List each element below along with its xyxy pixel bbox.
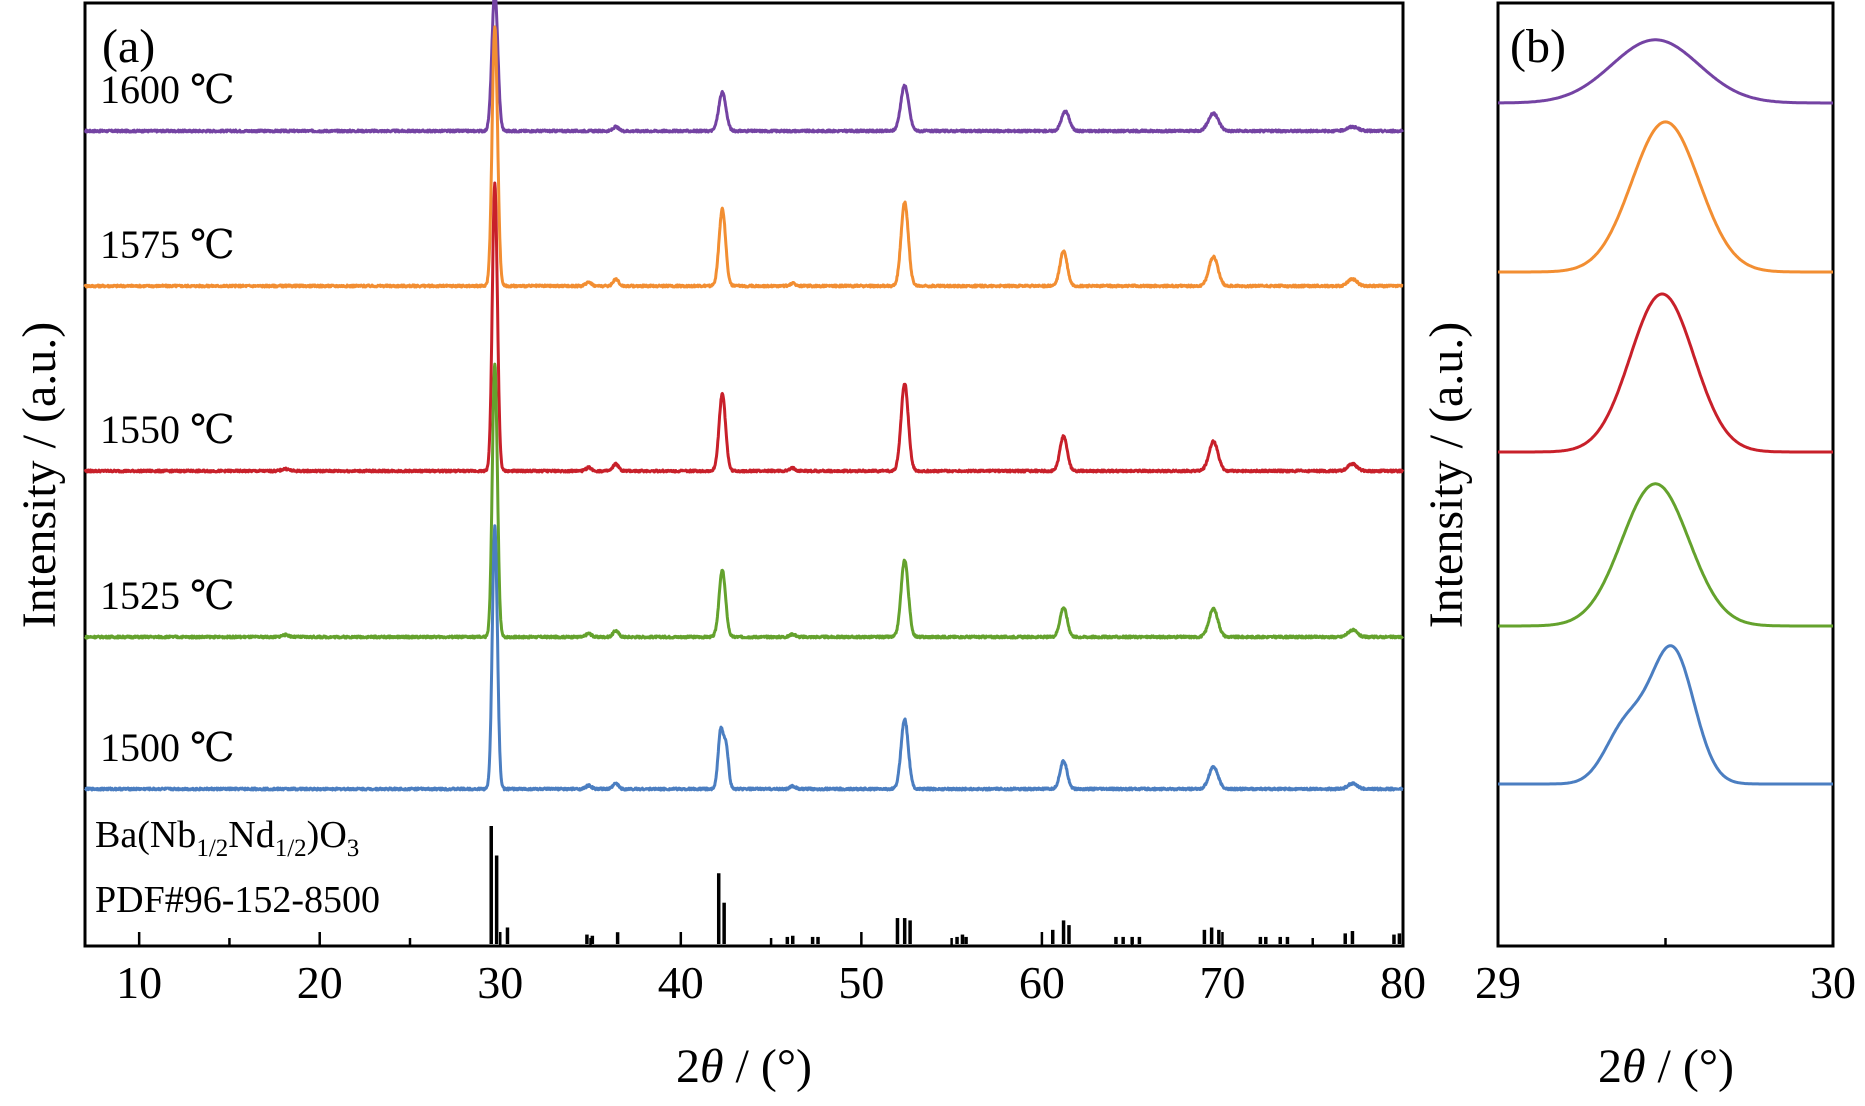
series-label-1525: 1525 ℃ xyxy=(100,573,235,618)
zoom-series-line-1525 xyxy=(1497,482,1834,628)
panel-b-x-axis-title: 2θ / (°) xyxy=(1598,1040,1734,1093)
x-tick-label-29: 29 xyxy=(1475,957,1521,1008)
series-label-1575: 1575 ℃ xyxy=(100,222,235,267)
panel-b-label: (b) xyxy=(1510,20,1566,73)
series-line-1500 xyxy=(83,524,1404,792)
panel-b: 29 30 (b) Intensity / (a.u.) 2θ / (°) xyxy=(1420,1,1856,1093)
series-line-1525 xyxy=(84,362,1405,640)
zoom-series-line-1550 xyxy=(1497,292,1834,454)
x-tick-label-60: 60 xyxy=(1019,957,1065,1008)
x-tick-label-80: 80 xyxy=(1380,957,1426,1008)
x-tick-label-10: 10 xyxy=(116,957,162,1008)
panel-b-y-axis-title: Intensity / (a.u.) xyxy=(1420,322,1473,629)
series-label-1500: 1500 ℃ xyxy=(100,725,235,770)
x-tick-label-30: 30 xyxy=(477,957,523,1008)
x-tick-label-70: 70 xyxy=(1199,957,1245,1008)
panel-b-x-ticks: 29 30 xyxy=(1475,932,1856,1008)
panel-a-curves xyxy=(83,0,1405,792)
panel-a-y-axis-title: Intensity / (a.u.) xyxy=(13,322,66,629)
series-line-1550 xyxy=(83,181,1405,474)
panel-b-frame xyxy=(1496,1,1835,948)
x-tick-label-40: 40 xyxy=(658,957,704,1008)
panel-a-series-labels: 1600 ℃ 1575 ℃ 1550 ℃ 1525 ℃ 1500 ℃ xyxy=(100,67,235,770)
x-tick-label-30: 30 xyxy=(1810,957,1856,1008)
zoom-series-line-1500 xyxy=(1497,644,1834,786)
series-label-1550: 1550 ℃ xyxy=(100,407,235,452)
reference-pattern xyxy=(489,826,1402,944)
zoom-series-line-1575 xyxy=(1497,120,1834,274)
panel-a-x-axis-title: 2θ / (°) xyxy=(676,1040,812,1093)
x-tick-label-50: 50 xyxy=(838,957,884,1008)
x-tick-label-20: 20 xyxy=(297,957,343,1008)
series-line-1575 xyxy=(83,25,1404,289)
series-line-1600 xyxy=(84,0,1405,134)
reference-formula: Ba(Nb1/2Nd1/2)O3 xyxy=(95,814,359,862)
panel-a-label: (a) xyxy=(102,20,155,73)
series-label-1600: 1600 ℃ xyxy=(100,67,235,112)
zoom-series-line-1600 xyxy=(1497,38,1834,105)
panel-a-x-ticks: 10 20 30 40 50 60 70 80 xyxy=(116,932,1426,1008)
panel-a-frame xyxy=(83,1,1405,948)
reference-card: PDF#96-152-8500 xyxy=(95,879,380,921)
panel-b-curves xyxy=(1497,38,1834,786)
